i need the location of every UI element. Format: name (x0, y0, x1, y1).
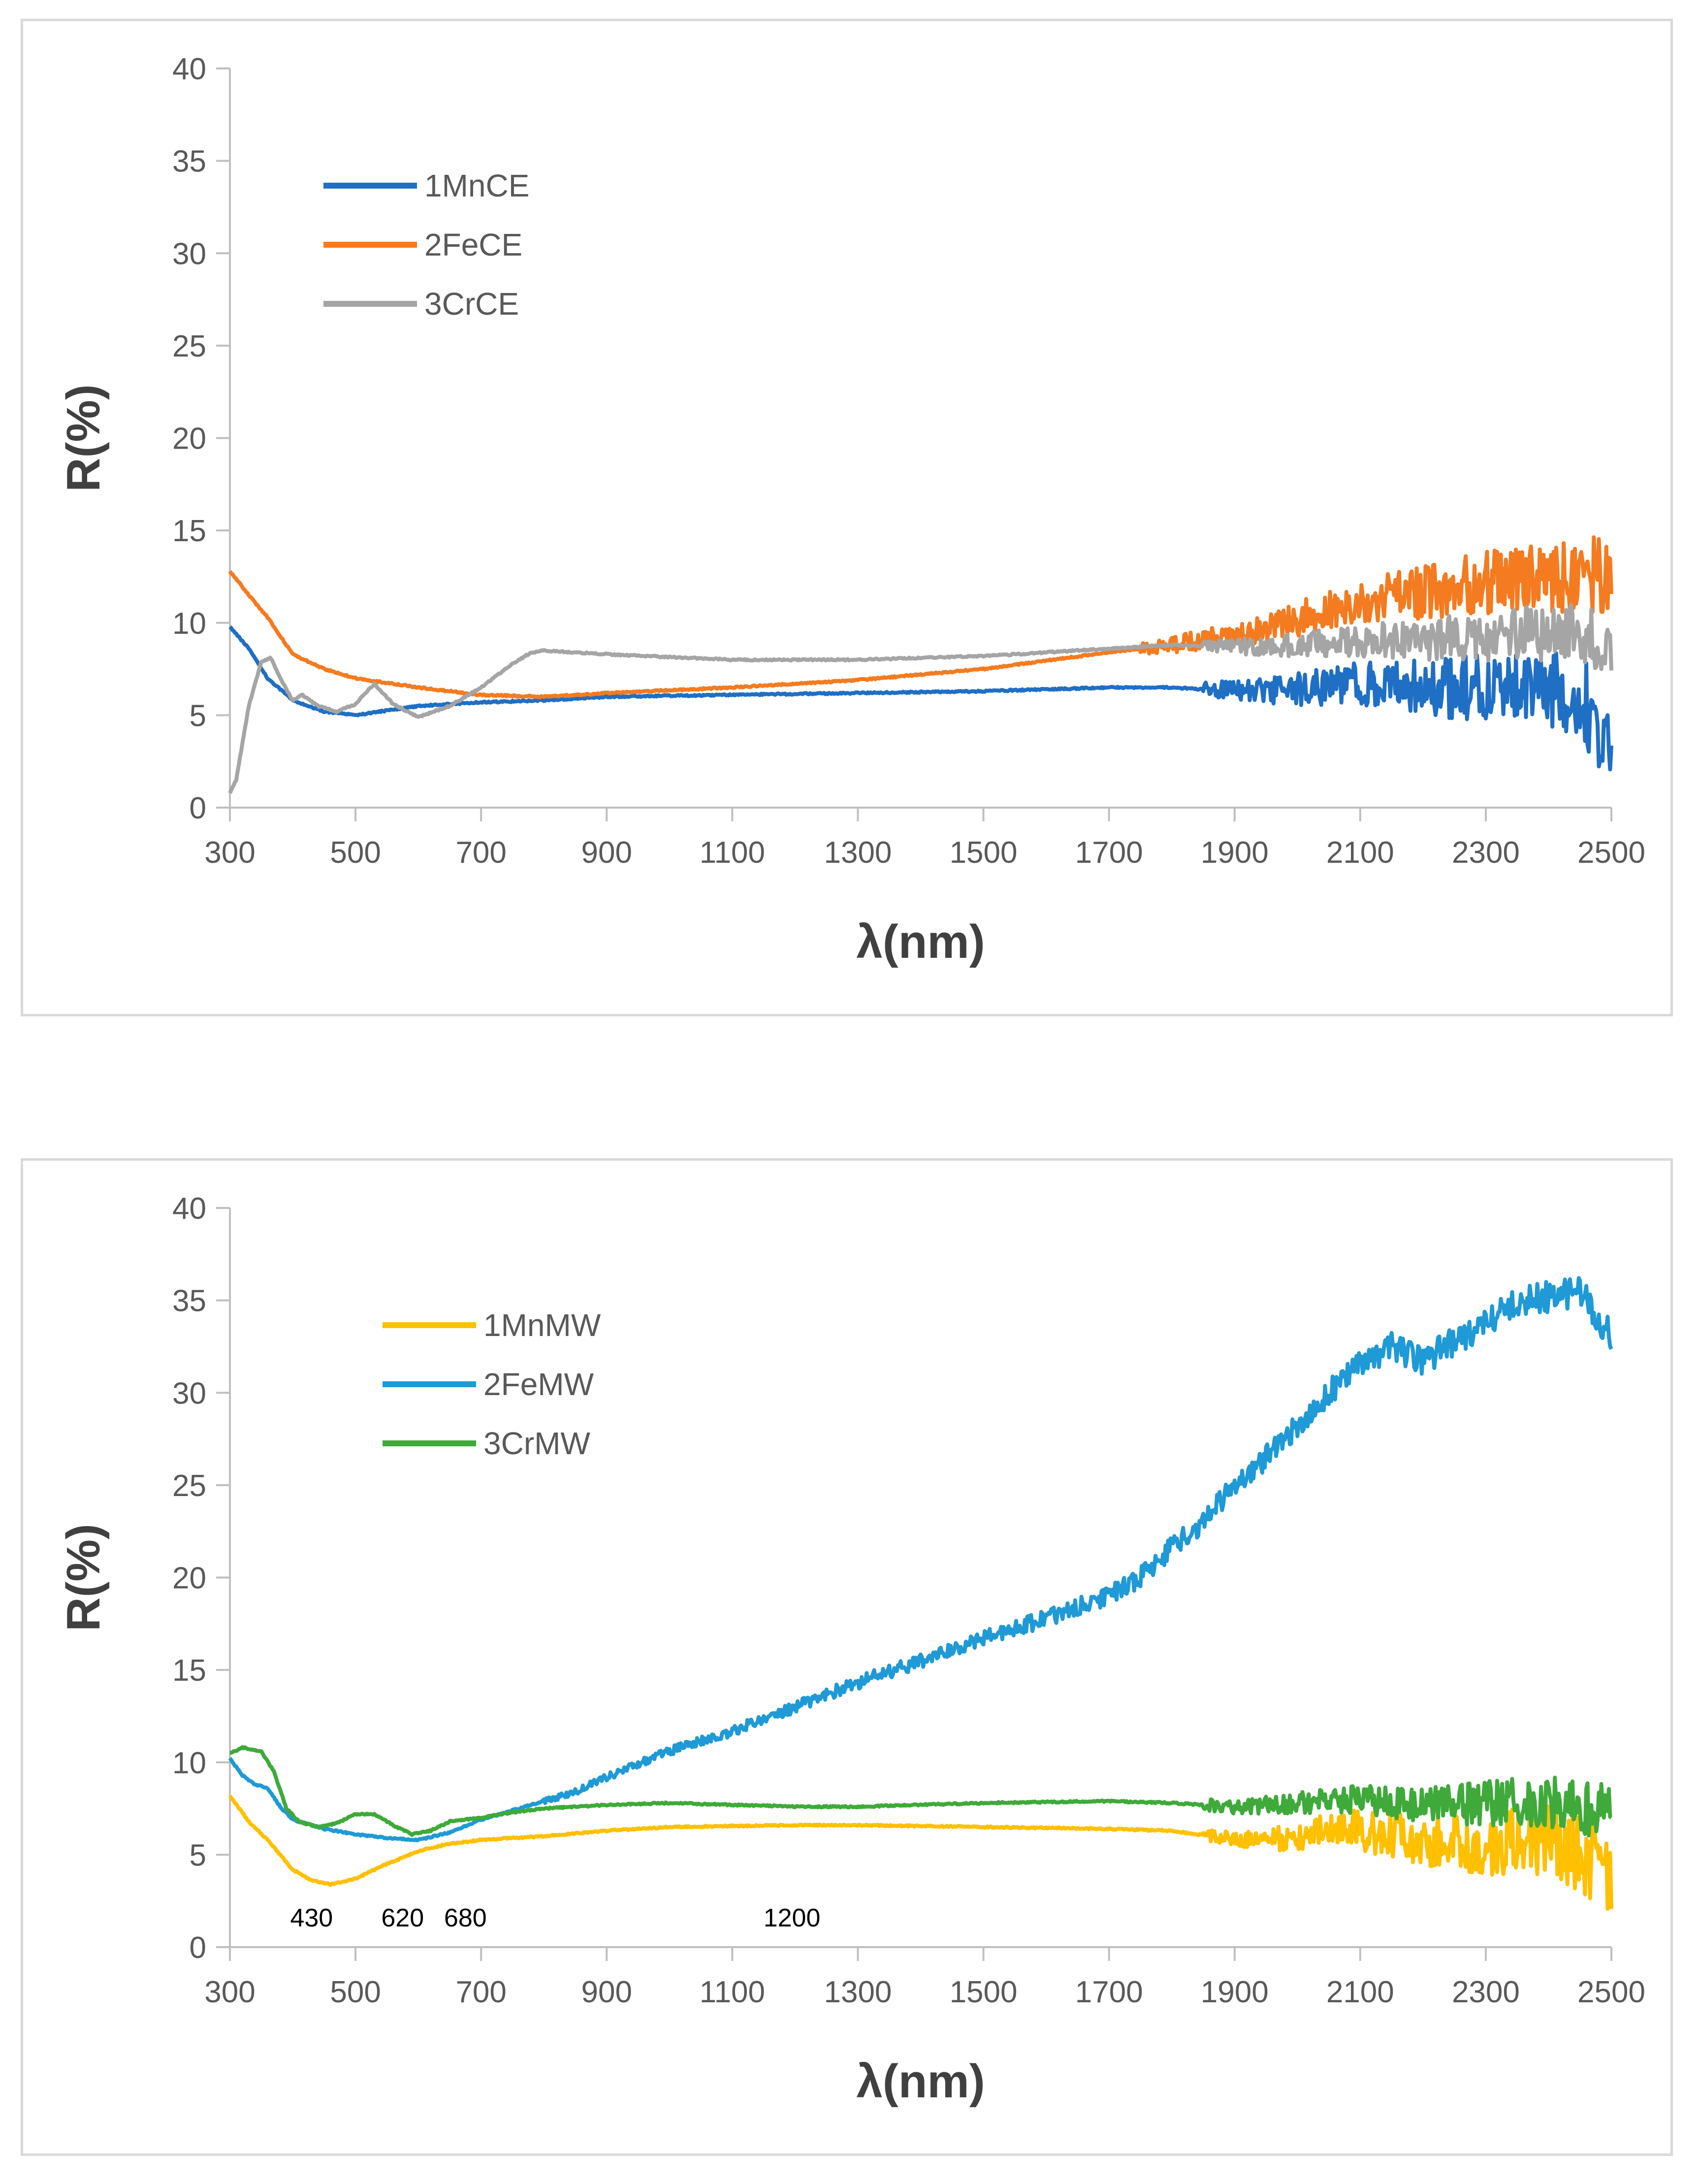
x-tick-label: 2300 (1452, 836, 1520, 870)
annotation-label: 1200 (764, 1904, 821, 1932)
y-tick-label: 0 (190, 791, 206, 825)
chart-panel-ce: 0 5 10 15 20 25 30 35 40 300 500 700 900 1100 1300 1500… (21, 19, 1673, 1016)
annotation-label: 680 (444, 1904, 487, 1932)
x-tick-label: 1900 (1201, 836, 1269, 870)
series-line-2FeCE (228, 535, 1613, 699)
y-tick-label: 5 (190, 699, 206, 733)
y-tick-label: 30 (172, 1376, 206, 1410)
x-tick-label: 1100 (700, 836, 765, 870)
legend-label-1MnMW: 1MnMW (483, 1307, 601, 1343)
x-tick-label: 2500 (1577, 836, 1645, 870)
x-tick-label: 1500 (950, 1975, 1018, 2009)
y-tick-label: 20 (172, 422, 206, 456)
x-tick-label: 700 (455, 836, 506, 870)
y-tick-label: 10 (172, 607, 206, 641)
annotation-label: 430 (290, 1904, 333, 1932)
series-line-3CrMW (229, 1745, 1613, 1838)
x-tick-label: 300 (204, 836, 255, 870)
x-tick-label: 1700 (1075, 1975, 1143, 2009)
y-tick-label: 25 (172, 1469, 206, 1503)
chart-panel-mw: 0 5 10 15 20 25 30 35 40 300 500 700 900 1100 1300 1500… (21, 1158, 1673, 2156)
x-axis-title: λ(nm) (856, 915, 985, 968)
y-tick-label: 0 (190, 1931, 206, 1965)
series-line-1MnMW (228, 1794, 1613, 1911)
y-tick-label: 10 (172, 1746, 206, 1780)
y-tick-label: 40 (172, 1192, 206, 1226)
y-tick-label: 5 (190, 1838, 206, 1872)
legend-label-2FeCE: 2FeCE (424, 227, 522, 262)
y-tick-label: 30 (172, 237, 206, 271)
y-tick-label: 25 (172, 329, 206, 363)
reflectance-chart-ce: 0 5 10 15 20 25 30 35 40 300 500 700 900 1100 1300 1500… (57, 52, 1645, 968)
y-tick-label: 35 (172, 1284, 206, 1318)
legend-label-2FeMW: 2FeMW (483, 1367, 594, 1402)
x-tick-label: 700 (455, 1975, 506, 2009)
reflectance-chart-mw: 0 5 10 15 20 25 30 35 40 300 500 700 900 1100 1300 1500… (57, 1192, 1645, 2108)
legend-label-3CrCE: 3CrCE (424, 286, 519, 322)
x-tick-label: 1500 (950, 836, 1018, 870)
y-tick-label: 15 (172, 514, 206, 548)
y-tick-label: 35 (172, 145, 206, 179)
x-tick-label: 900 (581, 836, 632, 870)
x-axis-title: λ(nm) (856, 2055, 985, 2108)
x-tick-label: 2500 (1577, 1975, 1645, 2009)
series-line-1MnCE (228, 625, 1613, 772)
y-axis-title: R(%) (57, 384, 110, 492)
x-tick-label: 1900 (1201, 1975, 1269, 2009)
y-tick-label: 20 (172, 1562, 206, 1596)
x-tick-label: 1300 (824, 1975, 892, 2009)
x-tick-label: 300 (204, 1975, 255, 2009)
legend-label-3CrMW: 3CrMW (483, 1426, 590, 1461)
y-axis-title: R(%) (57, 1524, 110, 1631)
x-tick-label: 2100 (1326, 1975, 1394, 2009)
series-line-3CrCE (228, 603, 1613, 794)
annotation-label: 620 (381, 1904, 424, 1932)
series-line-2FeMW (228, 1276, 1613, 1843)
y-tick-label: 40 (172, 52, 206, 86)
x-tick-label: 1100 (700, 1975, 765, 2009)
x-tick-label: 1700 (1075, 836, 1143, 870)
x-tick-label: 2100 (1326, 836, 1394, 870)
legend-label-1MnCE: 1MnCE (424, 168, 529, 203)
x-tick-label: 500 (330, 1975, 381, 2009)
x-tick-label: 1300 (824, 836, 892, 870)
x-tick-label: 2300 (1452, 1975, 1520, 2009)
x-tick-label: 500 (330, 836, 381, 870)
y-tick-label: 15 (172, 1654, 206, 1688)
x-tick-label: 900 (581, 1975, 632, 2009)
